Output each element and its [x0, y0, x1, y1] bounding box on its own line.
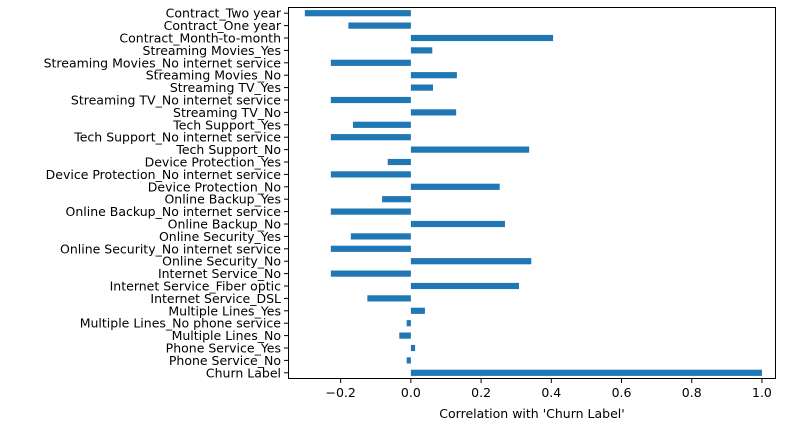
- x-axis-label: Correlation with 'Churn Label': [439, 406, 624, 421]
- y-tick-label: Tech Support_No: [175, 142, 281, 157]
- bar-17: [387, 158, 411, 166]
- bar-14: [382, 196, 411, 203]
- y-tick-label: Internet Service_No: [158, 266, 281, 281]
- y-tick-label: Contract_Two year: [166, 6, 282, 21]
- y-tick-label: Phone Service_No: [169, 353, 281, 368]
- bar-10: [330, 245, 411, 252]
- y-tick-label: Tech Support_No internet service: [73, 130, 281, 145]
- bar-22: [330, 96, 411, 104]
- y-tick-label: Multiple Lines_No phone service: [80, 316, 282, 331]
- x-tick-label: 0.8: [682, 385, 702, 400]
- y-tick-label: Online Backup_No: [168, 217, 281, 232]
- y-tick-label: Streaming TV_No: [173, 105, 281, 120]
- bar-8: [330, 270, 411, 277]
- plot-frame: [288, 7, 776, 379]
- bar-28: [348, 22, 411, 29]
- bar-19: [330, 134, 411, 141]
- x-tick-label: −0.2: [325, 385, 355, 400]
- y-tick-label: Streaming Movies_No internet service: [44, 55, 282, 70]
- bar-25: [330, 59, 411, 66]
- y-tick-label: Online Backup_Yes: [164, 192, 281, 207]
- bar-27: [410, 34, 554, 42]
- y-tick-label: Device Protection_No internet service: [46, 167, 282, 182]
- bar-24: [410, 72, 457, 79]
- bar-0: [410, 369, 762, 376]
- bar-20: [352, 121, 411, 128]
- bar-1: [406, 357, 411, 364]
- y-tick-label: Streaming Movies_Yes: [143, 43, 281, 58]
- y-tick-label: Phone Service_Yes: [166, 341, 281, 356]
- y-tick-label: Device Protection_Yes: [145, 155, 281, 170]
- x-tick-label: 0.4: [541, 385, 561, 400]
- y-tick-label: Internet Service_DSL: [150, 291, 281, 306]
- bar-12: [410, 220, 505, 228]
- x-tick-label: 0.6: [612, 385, 632, 400]
- y-tick-label: Online Backup_No internet service: [65, 204, 281, 219]
- bar-11: [350, 233, 411, 240]
- bar-5: [410, 307, 425, 314]
- bar-2: [410, 344, 416, 352]
- x-tick-label: 1.0: [752, 385, 772, 400]
- x-tick-label: 0.0: [401, 385, 421, 400]
- y-tick-label: Multiple Lines_No: [172, 328, 281, 343]
- y-tick-label: Streaming TV_Yes: [170, 80, 281, 95]
- y-tick-label: Online Security_Yes: [159, 229, 281, 244]
- y-tick-label: Online Security_No internet service: [60, 241, 281, 256]
- x-axis: −0.2 0.0 0.2 0.4 0.6 0.8 1.0: [325, 379, 772, 400]
- y-tick-label: Contract_One year: [164, 18, 282, 33]
- y-tick-label: Tech Support_Yes: [172, 117, 281, 132]
- bar-29: [304, 10, 411, 17]
- y-tick-label: Streaming Movies_No: [146, 68, 281, 83]
- bar-13: [330, 208, 411, 215]
- y-tick-label: Online Security_No: [162, 254, 281, 269]
- bars-group: [304, 10, 762, 376]
- y-tick-label: Churn Label: [206, 365, 281, 380]
- bar-4: [406, 320, 411, 327]
- bar-18: [410, 146, 530, 153]
- bar-15: [410, 183, 500, 190]
- bar-7: [410, 282, 520, 290]
- y-tick-label: Streaming TV_No internet service: [71, 93, 281, 108]
- bar-23: [410, 84, 433, 91]
- y-tick-label: Contract_Month-to-month: [119, 31, 281, 46]
- bar-21: [410, 109, 457, 116]
- bar-16: [330, 171, 411, 178]
- bar-6: [367, 295, 411, 302]
- bar-3: [399, 332, 411, 339]
- x-tick-label: 0.2: [471, 385, 491, 400]
- bar-9: [410, 258, 532, 265]
- y-tick-label: Internet Service_Fiber optic: [110, 279, 282, 294]
- bar-26: [410, 47, 433, 54]
- y-tick-label: Device Protection_No: [148, 179, 281, 194]
- y-tick-label: Multiple Lines_Yes: [168, 303, 281, 318]
